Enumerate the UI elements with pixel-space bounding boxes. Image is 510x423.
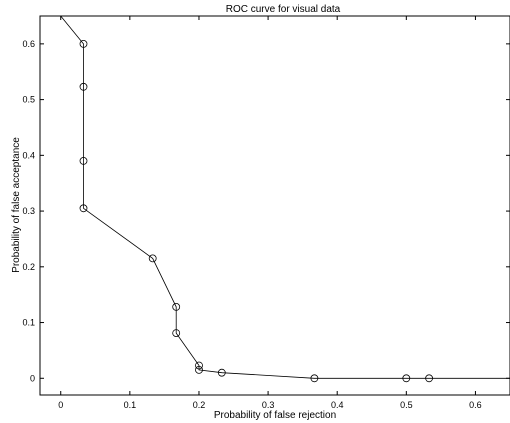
data-point-marker	[425, 374, 434, 383]
data-point-marker	[195, 361, 203, 370]
x-tick-label: 0.1	[124, 400, 137, 410]
x-tick-label: 0.2	[193, 400, 206, 410]
data-point-marker	[172, 329, 181, 338]
roc-curve-markers	[79, 40, 434, 383]
roc-curve-line	[60, 15, 510, 379]
data-point-marker	[195, 365, 203, 374]
data-point-marker	[217, 368, 226, 377]
plot-frame	[39, 15, 510, 396]
x-tick-label: 0	[58, 400, 63, 410]
y-tick-label: 0.3	[22, 206, 35, 216]
y-tick-label: 0.6	[22, 39, 35, 49]
axis-ticks: 0 0.1 0.2 0.3 0.4 0.5 0.6 0 0.1 0.2 0.3 0.4 0.5 0.6	[22, 16, 510, 410]
y-tick-label: 0.5	[22, 95, 35, 105]
data-point-marker	[172, 302, 181, 311]
y-tick-label: 0	[30, 373, 35, 383]
y-axis-label: Probability of false acceptance	[11, 137, 22, 273]
data-point-marker	[79, 204, 88, 213]
data-point-marker	[310, 374, 319, 383]
x-tick-label: 0.3	[262, 400, 275, 410]
y-tick-label: 0.1	[22, 318, 35, 328]
x-tick-label: 0.4	[331, 400, 344, 410]
data-point-marker	[79, 156, 88, 165]
data-point-marker	[79, 82, 88, 91]
y-tick-label: 0.2	[22, 262, 35, 272]
x-tick-label: 0.6	[469, 400, 482, 410]
chart-title: ROC curve for visual data	[226, 4, 341, 15]
data-point-marker	[402, 374, 411, 383]
x-tick-label: 0.5	[400, 400, 413, 410]
data-point-marker	[148, 254, 157, 263]
data-point-marker	[79, 40, 88, 48]
y-tick-label: 0.4	[22, 150, 35, 160]
x-axis-label: Probability of false rejection	[214, 410, 336, 421]
